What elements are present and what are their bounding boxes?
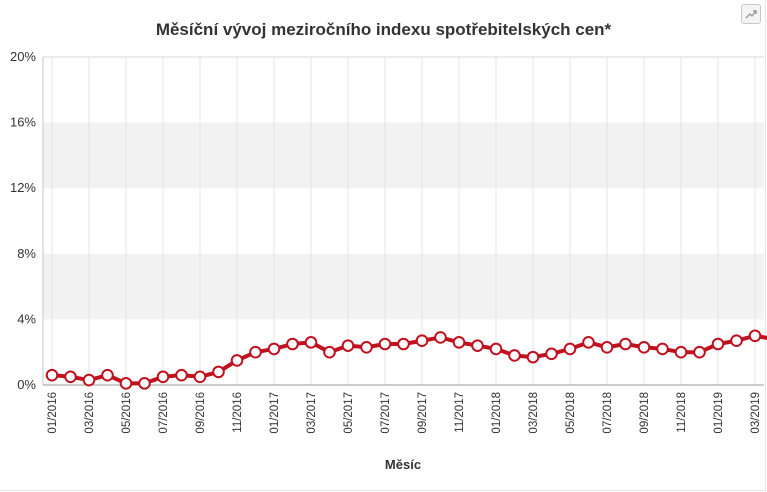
y-tick-label: 8% xyxy=(17,246,36,261)
y-tick-label: 16% xyxy=(10,115,36,130)
data-point[interactable] xyxy=(656,342,669,356)
grid-band xyxy=(43,57,764,123)
data-point[interactable] xyxy=(471,339,484,352)
data-point[interactable] xyxy=(323,345,336,359)
grid-band xyxy=(43,122,764,189)
data-point[interactable] xyxy=(82,373,96,387)
x-tick-label: 11/2016 xyxy=(232,392,244,433)
data-point[interactable] xyxy=(64,370,77,384)
data-point[interactable] xyxy=(582,336,595,349)
x-tick-label: 07/2017 xyxy=(380,392,392,434)
grid-band xyxy=(43,188,764,254)
x-tick-label: 01/2018 xyxy=(491,392,503,434)
data-point[interactable] xyxy=(119,377,133,390)
data-point[interactable] xyxy=(286,337,299,351)
y-tick-label: 0% xyxy=(17,377,36,392)
x-tick-label: 03/2018 xyxy=(528,392,540,434)
series-layer xyxy=(45,329,767,390)
x-tick-label: 07/2016 xyxy=(158,392,170,434)
x-tick-label: 03/2016 xyxy=(84,392,96,434)
data-point[interactable] xyxy=(378,337,392,351)
data-point[interactable] xyxy=(711,337,725,351)
data-point[interactable] xyxy=(415,334,429,348)
chart-export-button[interactable] xyxy=(741,4,761,24)
data-point[interactable] xyxy=(212,365,225,379)
data-point[interactable] xyxy=(545,347,558,361)
data-point[interactable] xyxy=(452,336,466,349)
data-point[interactable] xyxy=(619,337,632,351)
x-tick-label: 05/2016 xyxy=(121,392,133,434)
grid-bands xyxy=(43,57,764,385)
data-point[interactable] xyxy=(748,329,762,343)
data-point[interactable] xyxy=(101,368,114,382)
y-tick-label: 20% xyxy=(10,49,36,64)
data-point[interactable] xyxy=(434,331,447,344)
data-point[interactable] xyxy=(304,336,318,349)
data-point[interactable] xyxy=(45,368,59,382)
x-tick-label: 03/2017 xyxy=(306,392,318,434)
x-tick-label: 09/2017 xyxy=(417,392,429,434)
x-tick-label: 11/2018 xyxy=(676,392,688,433)
y-tick-label: 12% xyxy=(10,180,36,195)
data-point[interactable] xyxy=(600,340,614,354)
data-point[interactable] xyxy=(156,370,170,384)
x-tick-label: 07/2018 xyxy=(602,392,614,434)
data-point[interactable] xyxy=(693,345,706,359)
data-point[interactable] xyxy=(230,354,244,367)
data-point[interactable] xyxy=(249,345,262,359)
x-tick-label: 09/2018 xyxy=(639,392,651,434)
x-tick-label: 03/2019 xyxy=(750,392,762,434)
data-point[interactable] xyxy=(341,339,355,352)
chart-export-icon xyxy=(745,10,757,19)
data-point[interactable] xyxy=(489,342,503,356)
x-tick-label: 11/2017 xyxy=(454,392,466,433)
grid-band xyxy=(43,319,764,385)
data-point[interactable] xyxy=(730,334,743,348)
data-point[interactable] xyxy=(397,337,410,351)
data-point[interactable] xyxy=(526,350,540,364)
x-tick-label: 01/2019 xyxy=(713,392,725,434)
x-axis-label: Měsíc xyxy=(385,457,421,472)
data-point[interactable] xyxy=(193,370,207,384)
grid-band xyxy=(43,253,764,320)
data-point[interactable] xyxy=(637,340,651,354)
x-tick-label: 01/2016 xyxy=(47,392,59,434)
data-point[interactable] xyxy=(175,368,188,382)
x-axis: 01/2016 03/2016 05/2016 07/2016 09/2016 11/20… xyxy=(42,56,764,434)
data-point[interactable] xyxy=(267,342,281,356)
x-tick-label: 05/2017 xyxy=(343,392,355,434)
y-tick-label: 4% xyxy=(17,311,36,326)
y-axis: 0% 4% 8% 12% 16% 20% xyxy=(10,49,36,392)
data-point[interactable] xyxy=(674,345,688,359)
x-tick-label: 09/2016 xyxy=(195,392,207,434)
x-tick-label: 05/2018 xyxy=(565,392,577,434)
data-point[interactable] xyxy=(563,342,577,356)
x-tick-label: 01/2017 xyxy=(269,392,281,434)
chart-title: Měsíční vývoj meziročního indexu spotřeb… xyxy=(155,20,612,39)
data-point[interactable] xyxy=(360,340,373,354)
data-point[interactable] xyxy=(138,377,151,390)
data-point[interactable] xyxy=(508,349,521,362)
